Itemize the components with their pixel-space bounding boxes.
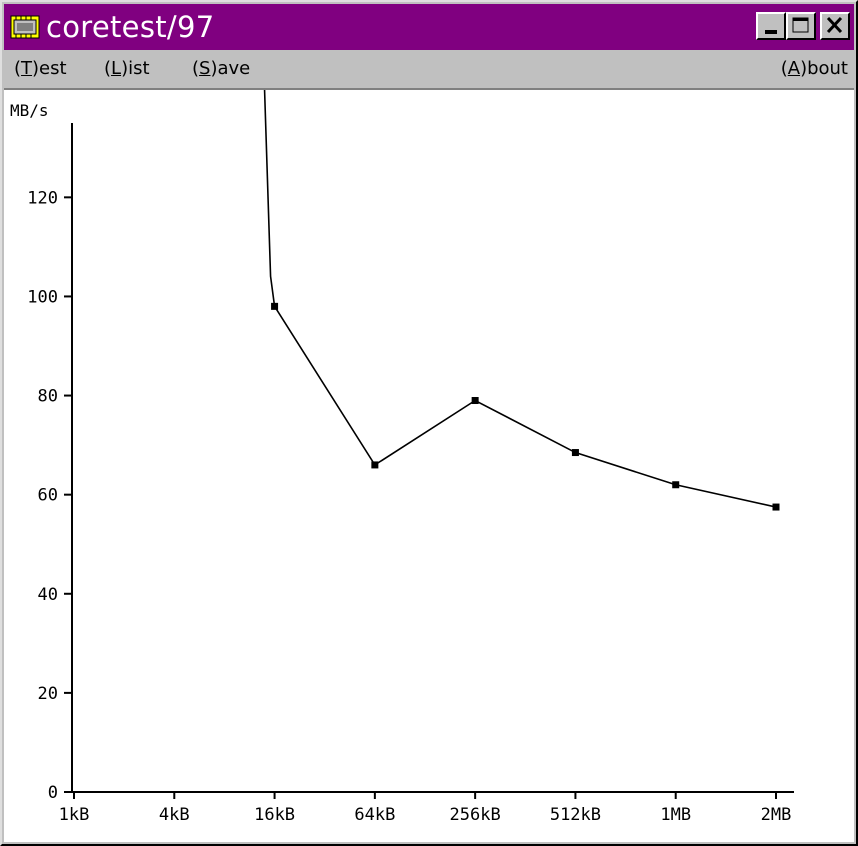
maximize-button[interactable]	[786, 12, 816, 40]
chart-area: MB/s 0 20 40 60 80 100 120 1kB 4kB 16kB 64kB 256kB 51…	[4, 90, 854, 842]
menu-about-prefix: (	[780, 58, 788, 79]
y-tick-label: 0	[48, 783, 58, 803]
data-point	[371, 461, 379, 469]
title-bar[interactable]: coretest/97	[4, 4, 854, 50]
menu-about[interactable]: (A)bout	[781, 58, 848, 79]
x-tick-label: 2MB	[761, 805, 792, 825]
y-tick-label: 60	[38, 486, 58, 506]
menu-save-accel: S	[199, 58, 211, 79]
x-tick-label: 512kB	[550, 805, 601, 825]
menu-list-prefix: (	[104, 58, 112, 79]
menu-about-accel: A	[787, 58, 801, 79]
menu-test[interactable]: (T)est	[14, 58, 67, 79]
x-tick-label: 64kB	[354, 805, 395, 825]
minimize-icon	[765, 30, 777, 34]
close-icon	[826, 16, 843, 34]
x-tick-label: 256kB	[450, 805, 501, 825]
y-tick-label: 40	[38, 585, 58, 605]
data-point	[672, 481, 680, 489]
data-point	[271, 302, 279, 310]
x-tick-label: 4kB	[159, 805, 190, 825]
close-button[interactable]	[820, 12, 850, 40]
y-tick-label: 20	[38, 684, 58, 704]
chip-icon	[10, 15, 40, 39]
menu-test-prefix: (	[14, 58, 22, 79]
x-tick-label: 1MB	[660, 805, 691, 825]
menu-list-rest: )ist	[121, 58, 150, 79]
data-point	[471, 397, 479, 405]
menu-test-accel: T	[21, 58, 33, 79]
menu-save-rest: )ave	[210, 58, 251, 79]
menu-list-accel: L	[111, 58, 122, 79]
data-point	[571, 449, 579, 457]
window-controls	[756, 12, 850, 40]
window-title: coretest/97	[46, 9, 215, 44]
series-offscale-segment	[263, 90, 276, 307]
series-line	[273, 305, 777, 508]
y-tick-label: 100	[27, 287, 58, 307]
bandwidth-chart: MB/s 0 20 40 60 80 100 120 1kB 4kB 16kB 64kB 256kB 51…	[10, 90, 794, 825]
minimize-button[interactable]	[756, 12, 786, 40]
menu-save[interactable]: (S)ave	[192, 58, 250, 79]
y-axis-label: MB/s	[10, 101, 49, 120]
y-tick-label: 80	[38, 387, 58, 407]
menu-save-prefix: (	[192, 58, 200, 79]
data-point	[772, 503, 780, 511]
menu-bar: (T)est (L)ist (S)ave (A)bout	[4, 52, 854, 90]
menu-test-rest: )est	[32, 58, 67, 79]
maximize-icon	[792, 17, 809, 33]
x-tick-label: 16kB	[254, 805, 295, 825]
menu-list[interactable]: (L)ist	[104, 58, 150, 79]
x-tick-label: 1kB	[59, 805, 90, 825]
menu-about-rest: )bout	[800, 58, 848, 79]
y-tick-label: 120	[27, 188, 58, 208]
